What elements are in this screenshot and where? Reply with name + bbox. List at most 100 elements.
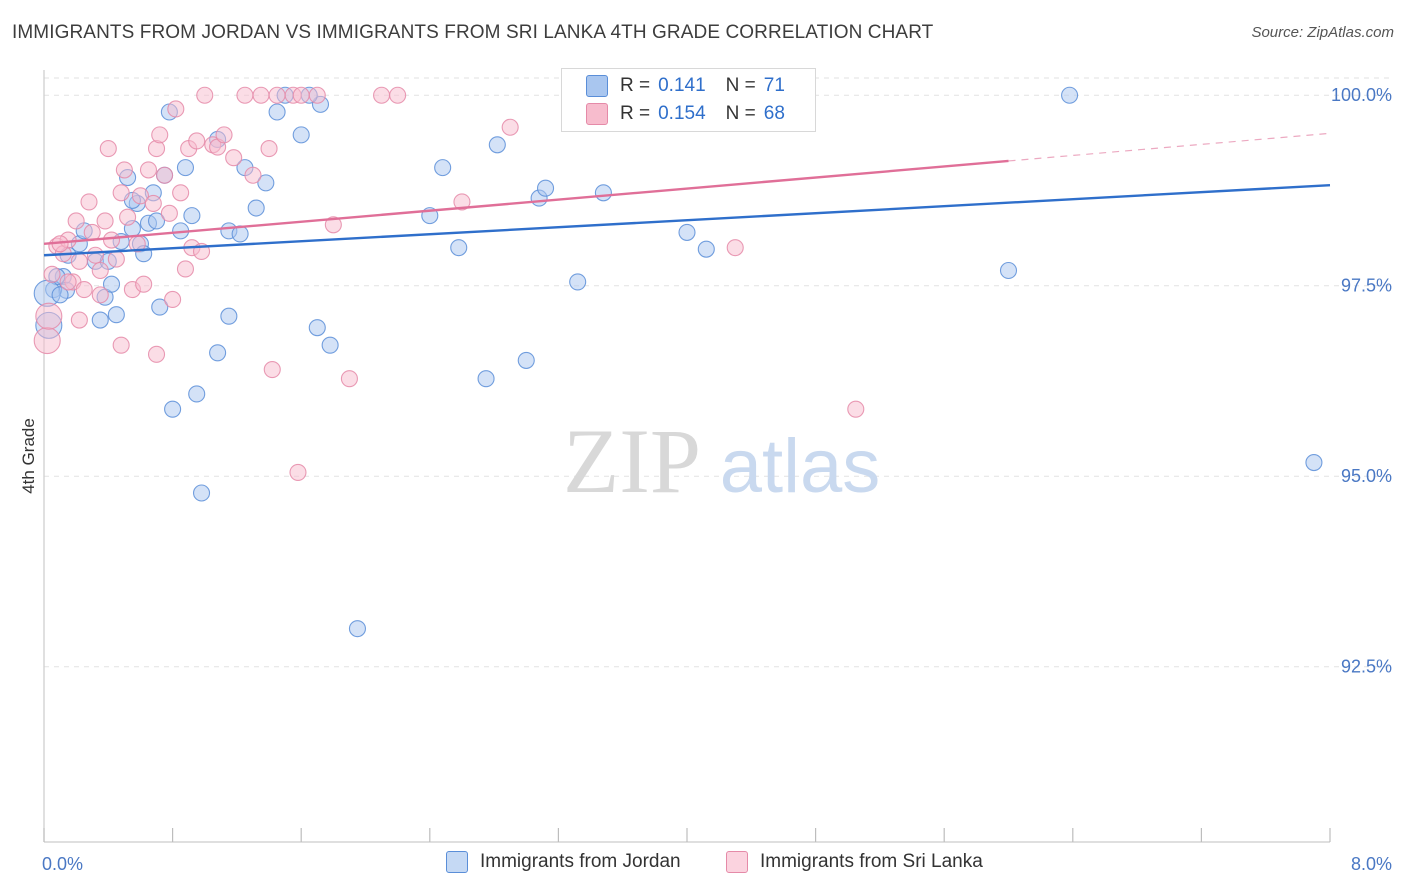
srilanka-point [289,463,307,481]
jordan-point [247,199,265,217]
legend-swatch-srilanka [586,103,608,125]
jordan-point [107,306,125,324]
jordan-point [450,239,468,257]
stats-legend: R = 0.141 N = 71 R = 0.154 N = 68 [561,68,816,132]
srilanka-point [263,361,281,379]
legend-r-value-jordan: 0.141 [658,75,706,96]
srilanka-point [373,86,391,104]
srilanka-point [70,252,88,270]
srilanka-point [252,86,270,104]
watermark-atlas: atlas [720,424,881,509]
srilanka-point [144,194,162,212]
source-label: Source: ZipAtlas.com [1251,24,1394,41]
jordan-point [268,103,286,121]
jordan-point [192,484,211,502]
jordan-point [183,207,201,225]
srilanka-point [176,260,195,278]
srilanka-point [75,280,93,299]
srilanka-point [115,161,133,179]
jordan-point [1061,86,1079,104]
series-srilanka-points [33,86,865,481]
srilanka-point [308,86,326,104]
srilanka-point [91,261,109,280]
srilanka-point [83,223,101,241]
legend-label-srilanka: Immigrants from Sri Lanka [760,851,983,872]
jordan-point [209,344,227,362]
jordan-point [188,385,206,403]
trend-line-srilanka [43,159,1009,246]
srilanka-point [847,400,865,418]
srilanka-point [151,126,169,144]
srilanka-point [102,231,121,249]
jordan-point [51,286,69,304]
srilanka-point [112,184,130,202]
srilanka-point [139,161,158,179]
axis-labels: 92.5% 95.0% 97.5% 100.0% 0.0% 8.0% 4th Grade [19,85,1392,874]
srilanka-point [244,166,262,184]
srilanka-point [160,204,178,222]
srilanka-point [86,246,104,264]
watermark: ZIP atlas [563,410,880,512]
srilanka-point [268,86,286,104]
srilanka-point [96,212,114,230]
jordan-point [321,336,339,354]
trend-line-jordan [43,183,1331,257]
legend-swatch-jordan [446,851,468,873]
srilanka-point [236,86,254,104]
jordan-point [477,370,495,388]
srilanka-point [119,208,137,226]
srilanka-point [389,86,407,104]
legend-item-srilanka[interactable]: Immigrants from Sri Lanka [726,851,983,873]
legend-n-label: N = [725,75,756,96]
jordan-point [257,174,275,192]
legend-swatch-srilanka [726,851,748,873]
y-tick-label: 97.5% [1341,276,1392,296]
jordan-point [999,261,1018,280]
chart-title: IMMIGRANTS FROM JORDAN VS IMMIGRANTS FRO… [12,22,934,43]
y-tick-label: 100.0% [1331,85,1392,105]
jordan-point [151,298,169,316]
srilanka-point [107,250,125,268]
jordan-point [348,620,367,638]
srilanka-point [164,290,182,309]
trend-lines [43,132,1331,257]
legend-row-jordan: R = 0.141 N = 71 [586,73,785,99]
srilanka-point [156,166,174,184]
srilanka-point [99,140,117,158]
jordan-point [517,351,535,369]
legend-item-jordan[interactable]: Immigrants from Jordan [446,851,681,873]
trend-line-srilanka-extension [1008,132,1331,162]
srilanka-point [172,184,190,202]
watermark-zip: ZIP [563,410,701,512]
y-tick-label: 95.0% [1341,466,1392,486]
jordan-point [292,126,310,144]
srilanka-point [340,370,358,388]
legend-n-value-srilanka: 68 [763,103,785,124]
srilanka-point [43,265,61,283]
y-axis-title: 4th Grade [19,418,38,494]
legend-n-label: N = [725,103,756,124]
srilanka-point [112,336,130,354]
srilanka-point [196,86,214,104]
srilanka-point [726,239,744,257]
srilanka-point [292,86,310,104]
jordan-point [569,273,587,291]
jordan-point [697,240,715,258]
jordan-point [176,159,195,177]
legend-r-label: R = [620,103,651,124]
srilanka-point [135,275,153,293]
x-tick-label-max: 8.0% [1351,854,1392,874]
srilanka-point [453,193,471,211]
srilanka-point [147,345,166,363]
legend-swatch-jordan [586,75,608,97]
jordan-point [1305,453,1323,472]
jordan-point [147,212,166,230]
legend-row-srilanka: R = 0.154 N = 68 [586,101,785,127]
jordan-point [678,223,696,241]
x-tick-label-min: 0.0% [42,854,83,874]
srilanka-point [70,311,88,329]
legend-r-value-srilanka: 0.154 [658,103,706,124]
srilanka-point [91,286,109,304]
jordan-point [102,275,121,293]
